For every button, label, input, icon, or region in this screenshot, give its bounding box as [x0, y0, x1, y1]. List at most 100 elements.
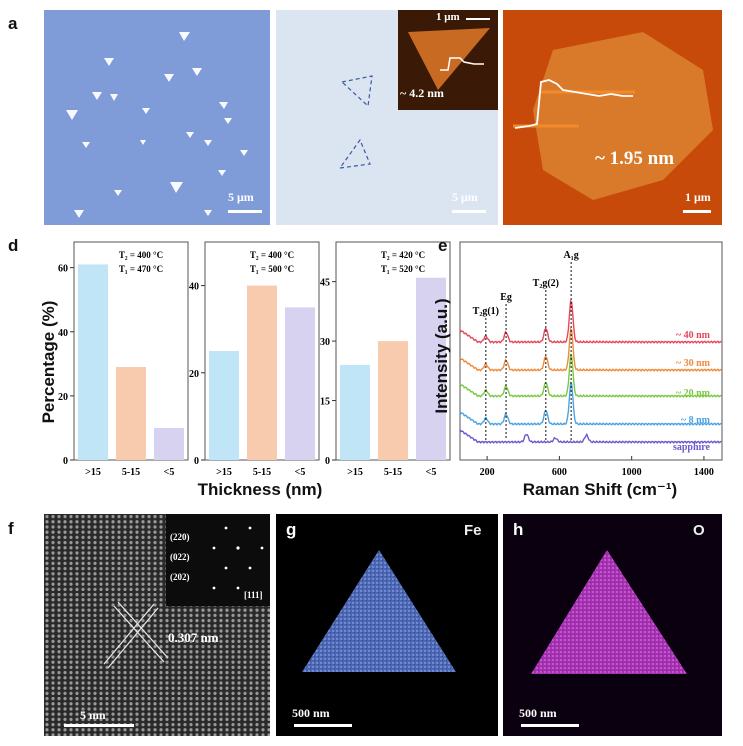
- x-tick-label: <5: [295, 467, 306, 478]
- bar->15: [78, 264, 108, 460]
- afm-inset-b: 1 μm ~ 4.2 nm: [398, 10, 498, 110]
- y-tick-label: 20: [189, 369, 199, 380]
- series-line: [459, 327, 722, 372]
- d-spacing-label: 0.307 nm: [168, 630, 219, 645]
- zone-axis-label: [111]: [244, 590, 263, 600]
- plane-202: (202): [170, 572, 190, 582]
- scale-bar-f: [64, 724, 134, 727]
- condition-t1: T₁ = 500 °C: [250, 264, 294, 274]
- scale-label-b: 5 μm: [452, 190, 478, 204]
- x-tick-label: >15: [85, 467, 101, 478]
- scale-label-a: 5 μm: [228, 190, 254, 204]
- x-tick-label: <5: [164, 467, 175, 478]
- bar-subplot-2: 0 20 40 >15 5-15 <5 T₂ = 400 °C T₁ = 500 °C: [189, 241, 320, 478]
- x-tick-label: 1400: [694, 467, 714, 478]
- bar-subplot-1: 0 20 40 60 >15 5-15 <5 T₂ = 400 °C T₁ = 470 °C: [58, 241, 189, 478]
- series-label: ~ 8 nm: [681, 415, 711, 426]
- condition-t1: T₁ = 520 °C: [381, 264, 425, 274]
- plane-220: (220): [170, 532, 190, 542]
- x-tick-label: 200: [480, 467, 495, 478]
- saed-spots: [212, 526, 264, 590]
- y-tick-label: 20: [58, 392, 68, 403]
- peak-label: Eg: [500, 292, 512, 303]
- series-label: ~ 40 nm: [676, 330, 711, 341]
- condition-t2: T₂ = 420 °C: [381, 250, 425, 260]
- optical-image-b: 1 μm ~ 4.2 nm 5 μm: [276, 10, 498, 225]
- afm-image-c: ~ 1.95 nm 1 μm: [503, 10, 722, 225]
- bar-chart-d: 0 20 40 60 >15 5-15 <5 T₂ = 400 °C T₁ = 470 °C 0 2…: [58, 241, 451, 478]
- y-tick-label: 40: [58, 328, 68, 339]
- y-tick-label: 45: [320, 278, 330, 289]
- y-tick-label: 0: [325, 456, 330, 467]
- element-label-fe: Fe: [464, 522, 482, 539]
- eds-map-fe: Fe g 500 nm: [276, 514, 498, 736]
- thickness-label-c: ~ 1.95 nm: [595, 148, 675, 169]
- y-tick-label: 0: [63, 456, 68, 467]
- x-tick-label: <5: [426, 467, 437, 478]
- hrtem-image-f: (220) (022) (202) [111] 0.307 nm 5 nm: [44, 514, 270, 736]
- scale-bar-c: [683, 210, 711, 213]
- scale-bar-g: [294, 724, 352, 727]
- element-label-o: O: [693, 522, 705, 539]
- x-tick-label: 5-15: [122, 467, 140, 478]
- scale-label-h: 500 nm: [519, 706, 557, 720]
- series-label: ~ 20 nm: [676, 388, 711, 399]
- bar->15: [209, 351, 239, 460]
- panel-letter-g: g: [286, 520, 297, 539]
- peak-label: T₂g(1): [473, 306, 499, 317]
- bar-5-15: [247, 285, 277, 460]
- afm-flake-c: [513, 32, 713, 200]
- x-tick-label: >15: [347, 467, 363, 478]
- scale-label-g: 500 nm: [292, 706, 330, 720]
- eds-map-o: O h 500 nm: [503, 514, 722, 736]
- bar-5-15: [378, 341, 408, 460]
- x-tick-label: 5-15: [253, 467, 271, 478]
- scale-label-f: 5 nm: [80, 708, 106, 722]
- series-label: ~ 30 nm: [676, 358, 711, 369]
- scale-bar-a: [228, 210, 262, 213]
- series-label: sapphire: [673, 442, 711, 453]
- afm-inset-triangle: [408, 28, 490, 90]
- scale-bar-h: [521, 724, 579, 727]
- bar->15: [340, 364, 370, 460]
- y-tick-label: 0: [194, 456, 199, 467]
- plane-022: (022): [170, 552, 190, 562]
- d-xlabel: Thickness (nm): [197, 480, 323, 499]
- condition-t2: T₂ = 400 °C: [119, 250, 163, 260]
- inset-scale-label: 1 μm: [436, 11, 460, 23]
- inset-thickness-label: ~ 4.2 nm: [400, 86, 444, 100]
- x-tick-label: >15: [216, 467, 232, 478]
- bar-<5: [285, 307, 315, 460]
- series-line: [459, 299, 722, 344]
- panel-letter-e: e: [438, 236, 448, 255]
- bar-5-15: [116, 367, 146, 460]
- e-xlabel: Raman Shift (cm⁻¹): [522, 480, 678, 499]
- panel-letter-f: f: [8, 519, 14, 538]
- inset-scale-bar: [466, 18, 490, 20]
- y-tick-label: 40: [189, 282, 199, 293]
- series-line: [459, 353, 722, 398]
- bar-subplot-3: 0 15 30 45 >15 5-15 <5 T₂ = 420 °C T₁ = 520 °C: [320, 241, 451, 478]
- y-tick-label: 30: [320, 337, 330, 348]
- series-line: [459, 381, 722, 426]
- bar-<5: [416, 277, 446, 460]
- saed-inset-f: (220) (022) (202) [111]: [166, 514, 270, 606]
- condition-t2: T₂ = 400 °C: [250, 250, 294, 260]
- y-tick-label: 15: [320, 397, 330, 408]
- series-line: [459, 429, 722, 444]
- o-triangle: [531, 550, 687, 674]
- y-tick-label: 60: [58, 264, 68, 275]
- panel-letter-d: d: [8, 236, 19, 255]
- triangle-flakes-a: [66, 32, 248, 218]
- raman-frame: [459, 241, 723, 461]
- scale-label-c: 1 μm: [685, 190, 711, 204]
- bar-<5: [154, 427, 184, 460]
- raman-chart-e: 200 600 1000 1400 sapphire ~ 8 nm ~ 20 nm ~ 30 …: [459, 241, 723, 478]
- fe-triangle: [302, 550, 456, 672]
- scale-bar-b: [452, 210, 486, 213]
- peak-label: A₁g: [564, 250, 579, 261]
- condition-t1: T₁ = 470 °C: [119, 264, 163, 274]
- dashed-triangles-b: [338, 75, 373, 169]
- panel-letter-a: a: [8, 14, 18, 33]
- x-tick-label: 600: [552, 467, 567, 478]
